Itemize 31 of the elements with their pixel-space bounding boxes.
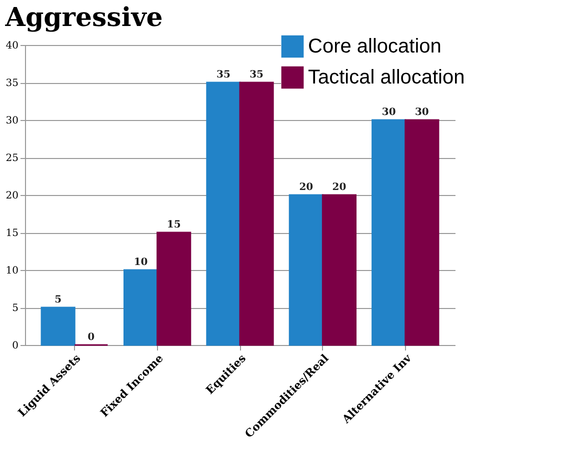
- data-label: 35: [250, 70, 264, 80]
- legend-label: Tactical allocation: [308, 66, 465, 88]
- bar: [372, 119, 406, 346]
- bar: [322, 194, 357, 346]
- y-tick-label: 25: [6, 153, 18, 164]
- data-label: 15: [166, 220, 181, 230]
- bar: [156, 232, 192, 346]
- y-tick-label: 10: [6, 266, 18, 276]
- bar: [239, 82, 274, 346]
- data-label: 5: [54, 294, 62, 306]
- bar: [288, 194, 324, 346]
- y-tick-label: 20: [6, 190, 18, 202]
- data-label: 30: [414, 107, 429, 118]
- data-label: 30: [382, 107, 396, 118]
- y-tick-label: 0: [12, 340, 18, 352]
- bar: [206, 82, 241, 346]
- bar: [40, 306, 76, 346]
- y-tick-label: 5: [12, 303, 18, 314]
- y-tick-label: 40: [6, 40, 18, 52]
- data-label: 10: [134, 257, 148, 268]
- y-tick-label: 30: [6, 116, 18, 126]
- data-label: 20: [299, 182, 314, 193]
- y-tick-label: 15: [6, 228, 18, 239]
- data-label: 0: [88, 332, 95, 343]
- bar: [123, 269, 158, 346]
- data-label: 35: [216, 70, 230, 80]
- data-label: 20: [332, 182, 346, 193]
- legend-label: Core allocation: [308, 36, 442, 58]
- y-tick-label: 35: [6, 78, 18, 89]
- bar: [404, 119, 440, 346]
- chart-title: Aggressive: [4, 3, 163, 33]
